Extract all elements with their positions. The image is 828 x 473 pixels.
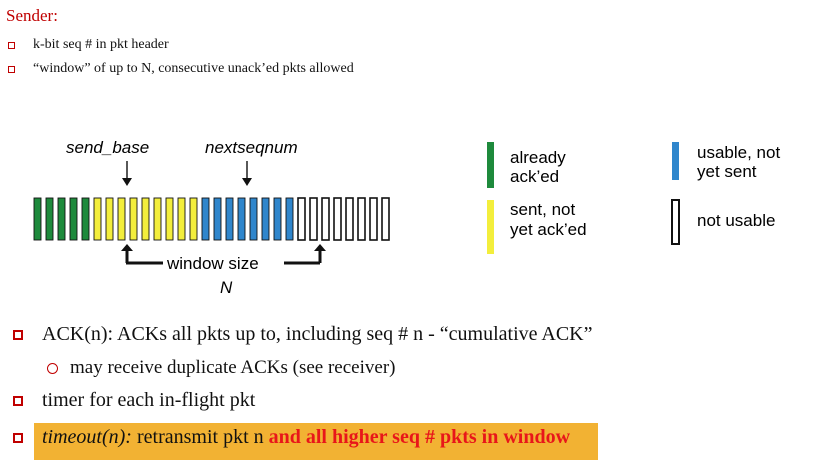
legend-usable-line1: usable, not (697, 143, 780, 162)
send-base-label: send_base (66, 138, 149, 157)
send-base-arrow-head (122, 178, 132, 186)
packet-not-usable (357, 197, 366, 241)
packet-usable (225, 197, 234, 241)
legend-acked-line1: already (510, 148, 566, 167)
point-dup: may receive duplicate ACKs (see receiver… (47, 357, 395, 379)
bullet-text: k-bit seq # in pkt header (33, 37, 169, 52)
packet-sent (117, 197, 126, 241)
square-bullet-icon (13, 329, 23, 340)
packet-acked (81, 197, 90, 241)
square-bullet-icon (13, 395, 23, 406)
point-ack-text: ACK(n): ACKs all pkts up to, including s… (42, 323, 593, 345)
packet-sent (153, 197, 162, 241)
square-bullet-icon (8, 41, 15, 49)
packet-not-usable (381, 197, 390, 241)
legend-acked-swatch (487, 142, 494, 188)
legend-sent-swatch (487, 200, 494, 254)
nextseqnum-arrow-head (242, 178, 252, 186)
packet-sent (165, 197, 174, 241)
bullet-seq-bits: k-bit seq # in pkt header (8, 37, 169, 53)
window-left-arrow-head (121, 244, 133, 251)
point-timer-text: timer for each in-flight pkt (42, 389, 256, 411)
legend-not-usable-label: not usable (697, 211, 775, 230)
timeout-italic: timeout(n): (42, 426, 132, 448)
packet-sent (141, 197, 150, 241)
packet-usable (201, 197, 210, 241)
nextseqnum-label: nextseqnum (205, 138, 298, 157)
timeout-plain: retransmit pkt n (131, 426, 264, 448)
legend-usable-swatch (672, 142, 679, 180)
packet-usable (213, 197, 222, 241)
packet-sent (177, 197, 186, 241)
point-ack: ACK(n): ACKs all pkts up to, including s… (13, 323, 593, 346)
packet-not-usable (309, 197, 318, 241)
bullet-text: “window” of up to N, consecutive unack’e… (33, 61, 354, 76)
packet-usable (261, 197, 270, 241)
circle-bullet-icon (47, 362, 58, 374)
packet-usable (249, 197, 258, 241)
packet-sent (129, 197, 138, 241)
packet-not-usable (369, 197, 378, 241)
packet-not-usable (297, 197, 306, 241)
packet-acked (33, 197, 42, 241)
packet-sent (189, 197, 198, 241)
packet-sequence (33, 197, 390, 241)
point-dup-text: may receive duplicate ACKs (see receiver… (70, 357, 396, 378)
point-timeout: timeout(n): retransmit pkt n and all hig… (13, 426, 570, 449)
square-bullet-icon (8, 65, 15, 73)
legend-sent-line2: yet ack’ed (510, 220, 587, 239)
legend-not-usable-swatch (671, 199, 680, 245)
window-n-label: N (220, 278, 233, 297)
legend-usable-line2: yet sent (697, 162, 757, 181)
bullet-window: “window” of up to N, consecutive unack’e… (8, 61, 354, 77)
packet-usable (285, 197, 294, 241)
packet-sent (105, 197, 114, 241)
timeout-red: and all higher seq # pkts in window (268, 426, 571, 448)
window-right-arrow-head (314, 244, 326, 251)
legend-acked-line2: ack’ed (510, 167, 559, 186)
packet-not-usable (345, 197, 354, 241)
packet-not-usable (321, 197, 330, 241)
timeout-highlight (34, 423, 598, 460)
packet-sent (93, 197, 102, 241)
packet-acked (45, 197, 54, 241)
legend-sent-line1: sent, not (510, 200, 575, 219)
point-timer: timer for each in-flight pkt (13, 389, 255, 412)
packet-not-usable (333, 197, 342, 241)
sender-title: Sender: (6, 6, 58, 25)
square-bullet-icon (13, 432, 23, 443)
packet-acked (57, 197, 66, 241)
window-size-label: window size (166, 254, 259, 273)
packet-acked (69, 197, 78, 241)
sliding-window-diagram: send_base nextseqnum window size N alrea… (33, 138, 780, 297)
packet-usable (237, 197, 246, 241)
packet-usable (273, 197, 282, 241)
